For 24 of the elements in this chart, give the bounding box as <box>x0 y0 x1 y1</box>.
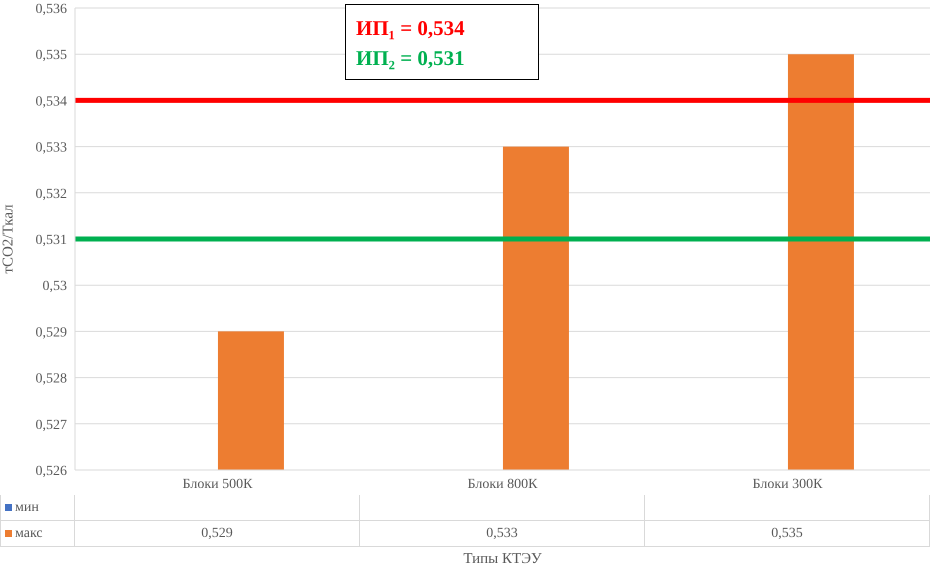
y-tick-label: 0,535 <box>36 48 67 64</box>
legend-label: макс <box>15 526 43 542</box>
ref-line-label: ИП₂ = 0,531 <box>356 45 466 72</box>
x-tick-label: Блоки 500К <box>182 476 254 492</box>
x-tick-label: Блоки 300К <box>752 476 824 492</box>
y-tick-label: 0,534 <box>36 94 67 110</box>
y-tick-label: 0,532 <box>36 186 67 202</box>
data-label: 0,535 <box>645 521 930 546</box>
y-tick-label: 0,531 <box>36 232 67 248</box>
y-tick-label: 0,528 <box>36 372 67 387</box>
x-tick-label: Блоки 800К <box>468 476 538 492</box>
y-tick-label: 0,536 <box>36 2 67 17</box>
ref-line-label: ИП₁ = 0,534 <box>356 15 466 42</box>
y-tick-label: 0,526 <box>36 464 67 479</box>
legend-label: мин <box>15 500 39 516</box>
data-label: 0,529 <box>75 521 360 546</box>
y-tick-label: 0,53 <box>42 279 67 294</box>
note-box: ИП₁ = 0,534 ИП₂ = 0,531 <box>345 4 539 80</box>
y-tick-label: 0,527 <box>36 418 67 433</box>
y-tick-label: 0,533 <box>36 140 67 156</box>
data-label: 0,533 <box>360 521 645 546</box>
y-tick-label: 0,529 <box>36 325 67 340</box>
x-axis-title: Типы КТЭУ <box>462 551 543 567</box>
y-axis-title: тCO2/Ткал <box>0 204 16 274</box>
